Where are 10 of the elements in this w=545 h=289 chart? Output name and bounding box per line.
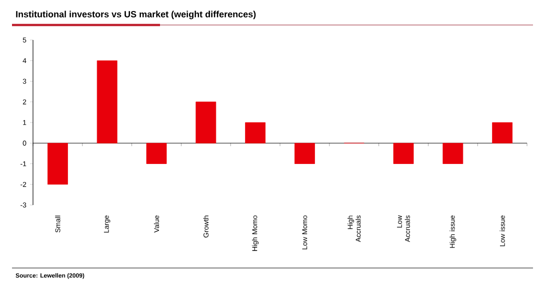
bar [393,142,414,164]
bar [48,142,68,185]
bar [96,60,118,144]
bar [492,122,513,144]
bar [146,142,167,164]
chart-title: Institutional investors vs US market (weight differences) [16,10,256,20]
bar [294,142,315,164]
bar [442,142,464,164]
bar [245,122,266,144]
bar [196,102,216,144]
